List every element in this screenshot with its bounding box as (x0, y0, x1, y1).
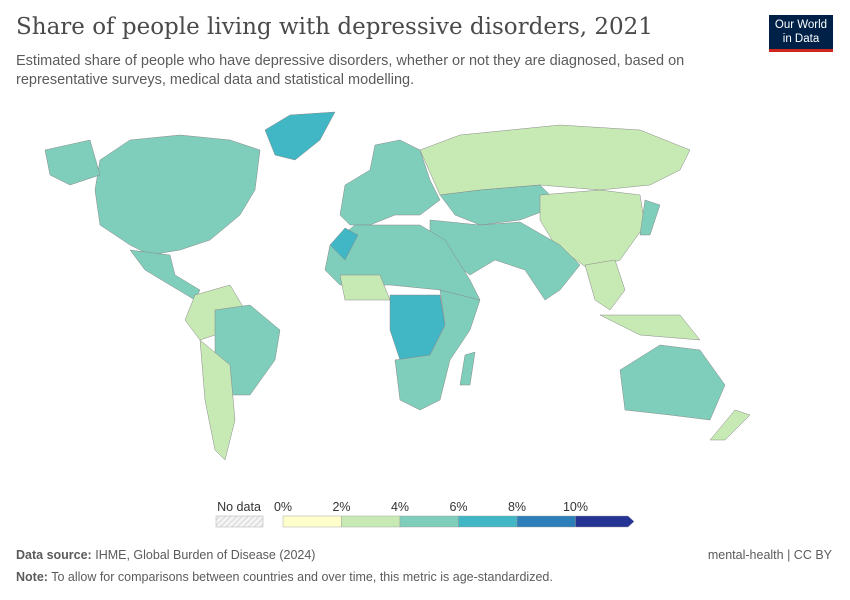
region-southeast-asia[interactable] (584, 259, 626, 311)
logo-line1: Our World (774, 19, 828, 31)
legend-tick-label: 6% (449, 500, 467, 514)
note-text: To allow for comparisons between countri… (51, 570, 553, 584)
region-indonesia[interactable] (599, 314, 701, 341)
region-south-america-south[interactable] (199, 339, 236, 461)
region-north-america[interactable] (94, 134, 261, 256)
owid-logo[interactable]: Our World in Data (769, 15, 833, 52)
legend-tick-label: 8% (508, 500, 526, 514)
region-morocco[interactable] (329, 227, 359, 261)
legend-bin-2 (399, 515, 459, 528)
region-east-south-africa[interactable] (394, 289, 481, 411)
source-text[interactable]: IHME, Global Burden of Disease (2024) (95, 548, 316, 562)
data-source: Data source: IHME, Global Burden of Dise… (16, 548, 315, 562)
legend-tick-label: 10% (563, 500, 588, 514)
region-russia[interactable] (419, 124, 691, 196)
legend-tick-label: 0% (274, 500, 292, 514)
legend-bin-5 (575, 515, 635, 528)
world-map (44, 111, 751, 461)
region-alaska[interactable] (44, 139, 101, 186)
legend-tick-label: 4% (391, 500, 409, 514)
source-label: Data source: (16, 548, 92, 562)
legend-tick-label: 2% (332, 500, 350, 514)
logo-line2: in Data (782, 33, 820, 45)
legend-bin-4 (516, 515, 576, 528)
chart-subtitle: Estimated share of people who have depre… (16, 53, 685, 88)
legend-no-data-label: No data (217, 500, 261, 514)
region-madagascar[interactable] (459, 351, 476, 386)
note-label: Note: (16, 570, 48, 584)
region-mexico-central-america[interactable] (129, 249, 201, 301)
region-australia[interactable] (619, 344, 726, 421)
legend-bin-1 (341, 515, 401, 528)
region-japan[interactable] (639, 199, 661, 236)
region-china[interactable] (539, 189, 646, 271)
region-new-zealand[interactable] (709, 409, 751, 441)
legend-bin-3 (458, 515, 518, 528)
license[interactable]: mental-health | CC BY (707, 548, 832, 562)
chart-title: Share of people living with depressive d… (16, 14, 653, 40)
note: Note: To allow for comparisons between c… (16, 570, 553, 584)
region-greenland[interactable] (264, 111, 336, 161)
legend-bin-0 (282, 515, 342, 528)
legend-no-data-swatch (215, 515, 264, 528)
